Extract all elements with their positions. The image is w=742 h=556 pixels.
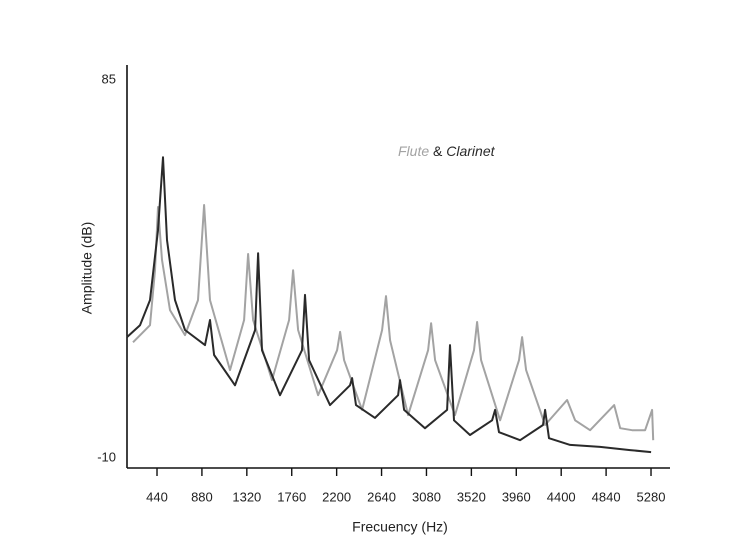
x-tick-label: 3520 bbox=[457, 489, 486, 504]
y-tick-label: -10 bbox=[97, 449, 116, 464]
series-line bbox=[126, 156, 652, 454]
series-line bbox=[132, 204, 655, 441]
x-tick-label: 1320 bbox=[232, 489, 261, 504]
legend: Flute & Clarinet bbox=[398, 143, 496, 159]
x-tick-label: 5280 bbox=[637, 489, 666, 504]
legend-entry: Clarinet bbox=[446, 143, 495, 159]
legend-entry: Flute bbox=[398, 143, 429, 159]
x-tick-label: 440 bbox=[146, 489, 168, 504]
x-axis-title: Frecuency (Hz) bbox=[352, 519, 448, 535]
x-tick-label: 3960 bbox=[502, 489, 531, 504]
legend-joiner: & bbox=[433, 143, 443, 159]
x-tick-label: 880 bbox=[191, 489, 213, 504]
y-axis-title: Amplitude (dB) bbox=[79, 222, 95, 315]
y-tick-label: 85 bbox=[102, 72, 116, 87]
x-tick-label: 2640 bbox=[367, 489, 396, 504]
x-tick-label: 4400 bbox=[547, 489, 576, 504]
x-tick-label: 4840 bbox=[592, 489, 621, 504]
x-tick-label: 2200 bbox=[322, 489, 351, 504]
x-tick-label: 3080 bbox=[412, 489, 441, 504]
x-tick-label: 1760 bbox=[277, 489, 306, 504]
